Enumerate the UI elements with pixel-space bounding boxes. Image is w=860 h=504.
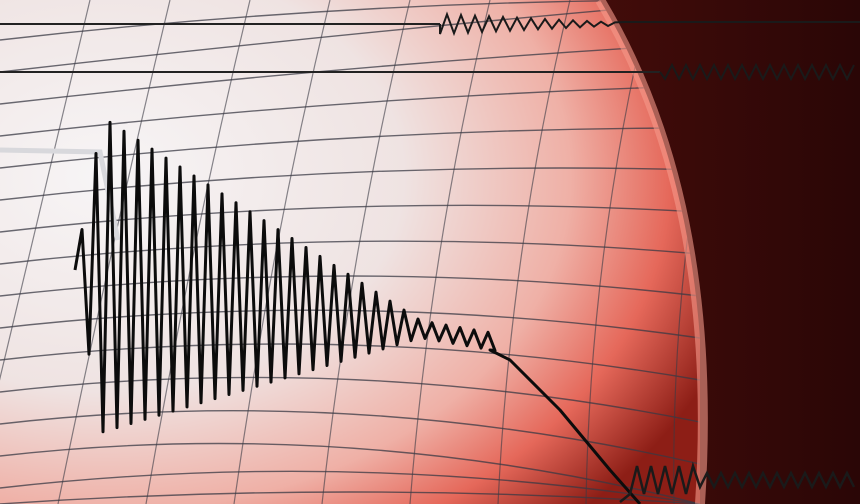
grid-line-horizontal [0,470,701,504]
grid-line-horizontal [0,442,701,504]
second-seismic-trace [659,62,855,82]
grid-line-vertical [497,0,571,504]
grid-line-horizontal [0,376,701,423]
top-seismic-trace [439,11,860,37]
grid-line-horizontal [0,204,701,233]
grid-line-vertical [321,0,411,504]
grid-line-horizontal [0,491,701,504]
seismic-traces [73,11,860,504]
paper-drum [0,0,703,504]
grid-line-vertical [0,0,91,504]
grid-line-horizontal [0,409,701,465]
bottom-seismic-trace [619,461,856,503]
main-seismic-trace [73,120,642,504]
grid-line-horizontal [0,85,701,137]
grid-line-horizontal [0,43,701,105]
grid-line-vertical [409,0,491,504]
grid-line-horizontal [0,167,701,201]
grid-line-horizontal [0,343,701,381]
drum-edge-glow [595,0,708,504]
grid-line-vertical [145,0,251,504]
